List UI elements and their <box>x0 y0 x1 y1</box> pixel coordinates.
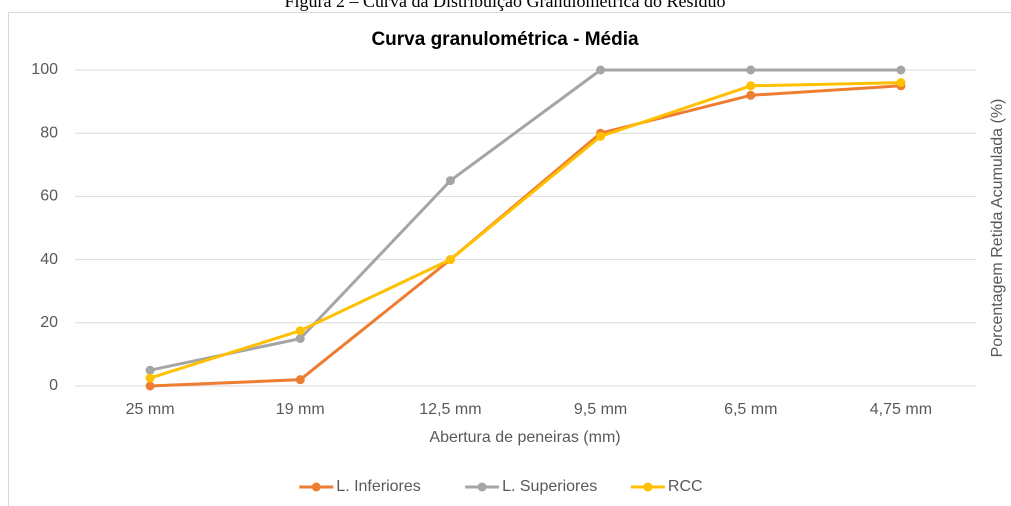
point-marker <box>445 255 455 265</box>
point-marker <box>596 65 606 75</box>
y-axis-label: Porcentagem Retida Acumulada (%) <box>989 99 1006 358</box>
point-marker <box>896 78 906 88</box>
y-tick-label: 80 <box>40 124 58 141</box>
point-marker <box>896 65 906 75</box>
point-marker <box>746 81 756 91</box>
y-tick-label: 0 <box>49 377 58 394</box>
point-marker <box>145 365 155 375</box>
point-marker <box>295 326 305 336</box>
point-marker <box>145 373 155 383</box>
legend-marker <box>311 482 321 492</box>
x-tick-label: 9,5 mm <box>574 401 627 418</box>
point-marker <box>145 381 155 391</box>
legend-label: L. Superiores <box>502 478 597 495</box>
legend-label: RCC <box>668 478 703 495</box>
x-tick-label: 25 mm <box>126 401 175 418</box>
figure-caption: Figura 2 – Curva da Distribuição Granulo… <box>285 0 726 11</box>
legend-marker <box>477 482 487 492</box>
point-marker <box>295 375 305 385</box>
point-marker <box>445 176 455 186</box>
y-tick-label: 100 <box>31 61 58 78</box>
y-tick-label: 60 <box>40 188 58 205</box>
y-tick-label: 20 <box>40 314 58 331</box>
x-axis-label: Abertura de peneiras (mm) <box>429 429 620 446</box>
series-line <box>150 84 902 388</box>
chart-border <box>8 12 1011 506</box>
x-tick-label: 6,5 mm <box>724 401 777 418</box>
x-tick-label: 4,75 mm <box>870 401 932 418</box>
point-marker <box>295 334 305 344</box>
x-tick-label: 12,5 mm <box>419 401 481 418</box>
series-line <box>149 68 901 372</box>
legend-label: L. Inferiores <box>336 478 420 495</box>
series-line <box>149 81 901 380</box>
y-tick-label: 40 <box>40 251 58 268</box>
chart-title: Curva granulométrica - Média <box>371 29 639 50</box>
legend-marker <box>643 482 653 492</box>
point-marker <box>746 90 756 100</box>
point-marker <box>596 131 606 141</box>
point-marker <box>746 65 756 75</box>
x-tick-label: 19 mm <box>276 401 325 418</box>
